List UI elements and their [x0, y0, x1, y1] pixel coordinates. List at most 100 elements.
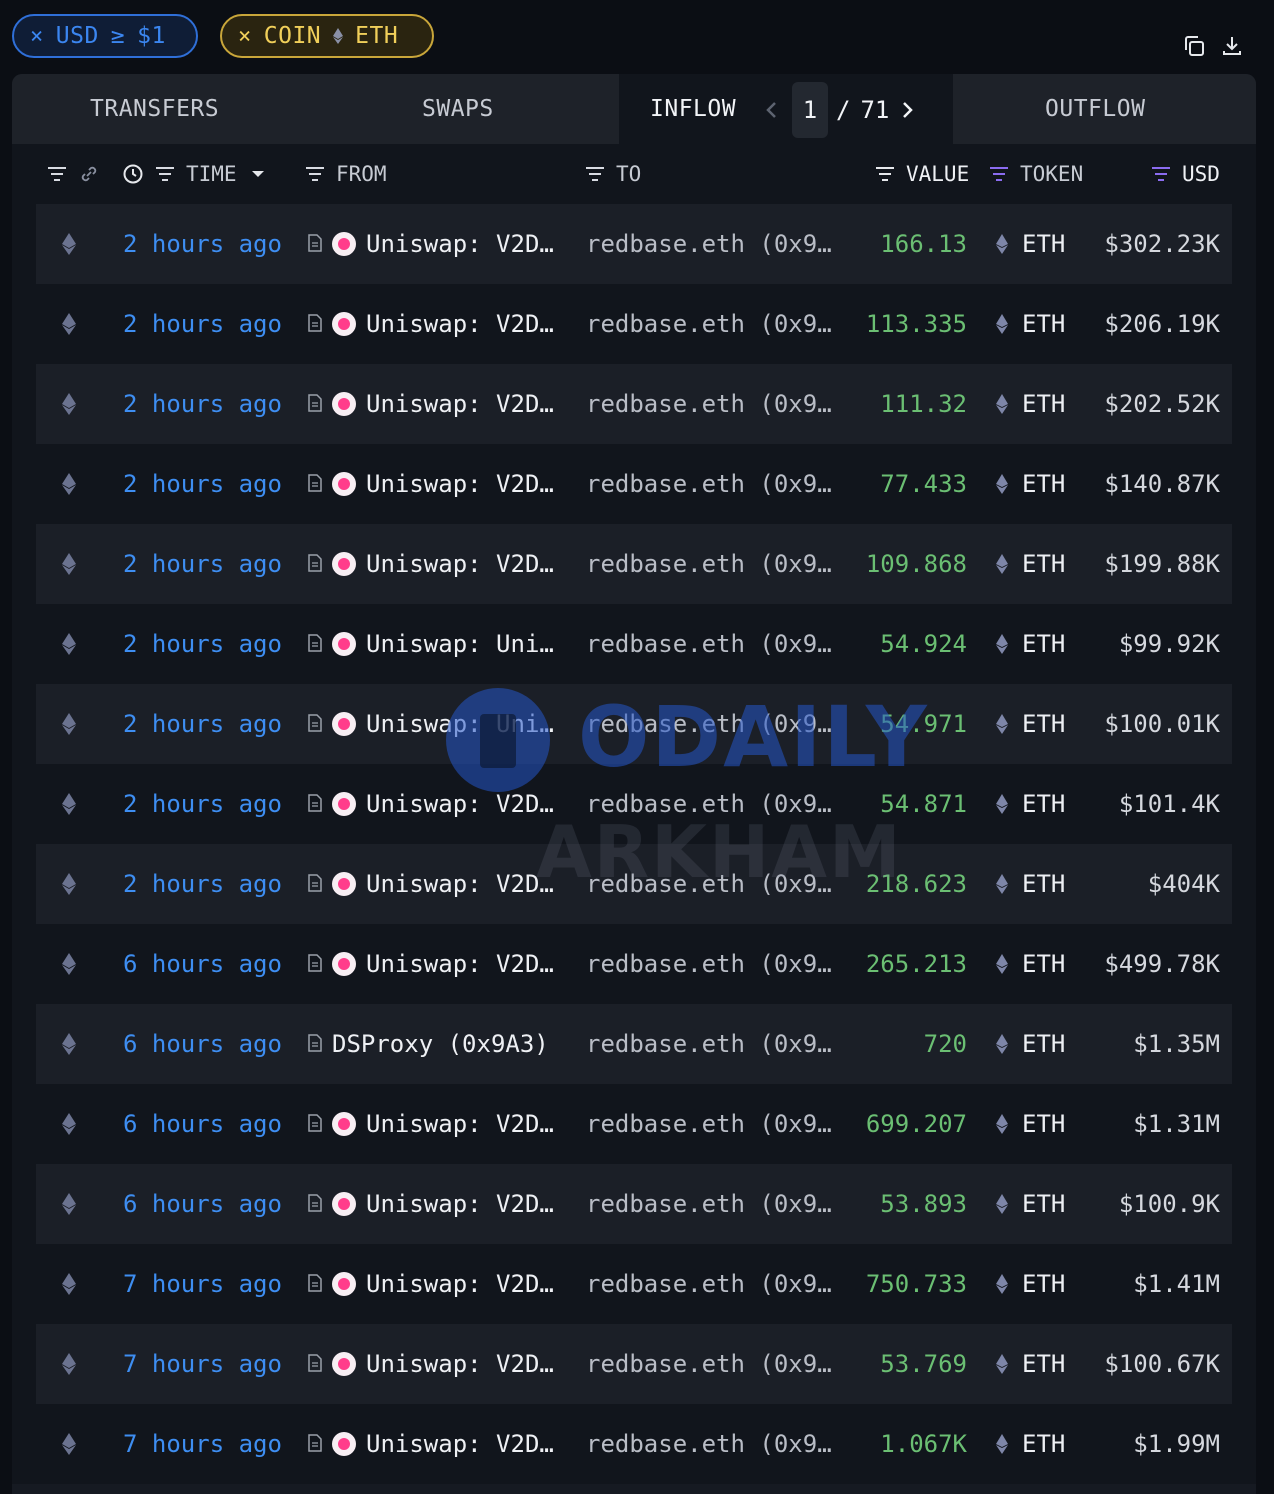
usd-filter-chip[interactable]: × USD ≥ $1 — [12, 14, 198, 58]
time-link[interactable]: 2 hours ago — [123, 230, 282, 258]
filter-icon[interactable] — [46, 163, 68, 185]
table-row[interactable]: 6 hours ago Uniswap: V2D… redbase.eth (0x9… — [36, 1164, 1232, 1244]
from-cell[interactable]: Uniswap: V2D… — [308, 764, 554, 844]
filter-icon[interactable] — [874, 163, 896, 185]
usd-column-header[interactable]: USD — [1150, 144, 1220, 204]
from-cell[interactable]: Uniswap: V2D… — [308, 1324, 554, 1404]
table-row[interactable]: 6 hours ago Uniswap: V2D… redbase.eth (0x9… — [36, 924, 1232, 1004]
to-entity[interactable]: redbase.eth (0x9… — [586, 550, 832, 578]
table-row[interactable]: 2 hours ago Uniswap: V2D… redbase.eth (0x9… — [36, 844, 1232, 924]
token-cell[interactable]: ETH — [996, 1164, 1065, 1244]
table-row[interactable]: 7 hours ago Uniswap: V2D… redbase.eth (0x9… — [36, 1324, 1232, 1404]
to-entity[interactable]: redbase.eth (0x9… — [586, 470, 832, 498]
remove-coin-filter-icon[interactable]: × — [238, 23, 252, 49]
to-entity[interactable]: redbase.eth (0x9… — [586, 1110, 832, 1138]
tab-outflow[interactable]: OUTFLOW — [1045, 96, 1146, 122]
token-cell[interactable]: ETH — [996, 284, 1065, 364]
tab-swaps[interactable]: SWAPS — [422, 96, 494, 122]
from-cell[interactable]: Uniswap: V2D… — [308, 1164, 554, 1244]
time-link[interactable]: 2 hours ago — [123, 790, 282, 818]
table-row[interactable]: 7 hours ago Uniswap: V2D… redbase.eth (0x9… — [36, 1244, 1232, 1324]
token-cell[interactable]: ETH — [996, 1404, 1065, 1484]
token-cell[interactable]: ETH — [996, 204, 1065, 284]
time-link[interactable]: 2 hours ago — [123, 390, 282, 418]
time-link[interactable]: 6 hours ago — [123, 1110, 282, 1138]
time-link[interactable]: 2 hours ago — [123, 310, 282, 338]
time-column-header[interactable]: TIME — [122, 144, 269, 204]
time-link[interactable]: 6 hours ago — [123, 1190, 282, 1218]
chevron-right-icon[interactable] — [897, 98, 917, 122]
token-cell[interactable]: ETH — [996, 1084, 1065, 1164]
time-link[interactable]: 6 hours ago — [123, 1030, 282, 1058]
table-row[interactable]: 2 hours ago Uniswap: V2D… redbase.eth (0x9… — [36, 364, 1232, 444]
from-cell[interactable]: Uniswap: Uni… — [308, 684, 554, 764]
token-cell[interactable]: ETH — [996, 764, 1065, 844]
token-cell[interactable]: ETH — [996, 684, 1065, 764]
to-entity[interactable]: redbase.eth (0x9… — [586, 1190, 832, 1218]
time-link[interactable]: 7 hours ago — [123, 1270, 282, 1298]
to-entity[interactable]: redbase.eth (0x9… — [586, 310, 832, 338]
current-page-input[interactable]: 1 — [792, 82, 828, 138]
from-cell[interactable]: Uniswap: V2D… — [308, 1084, 554, 1164]
from-cell[interactable]: Uniswap: V2D… — [308, 924, 554, 1004]
token-cell[interactable]: ETH — [996, 524, 1065, 604]
to-entity[interactable]: redbase.eth (0x9… — [586, 710, 832, 738]
token-cell[interactable]: ETH — [996, 364, 1065, 444]
filter-icon[interactable] — [154, 163, 176, 185]
from-cell[interactable]: Uniswap: Uni… — [308, 604, 554, 684]
from-cell[interactable]: Uniswap: V2D… — [308, 204, 554, 284]
time-link[interactable]: 7 hours ago — [123, 1350, 282, 1378]
to-entity[interactable]: redbase.eth (0x9… — [586, 1030, 832, 1058]
token-cell[interactable]: ETH — [996, 444, 1065, 524]
token-cell[interactable]: ETH — [996, 1004, 1065, 1084]
to-entity[interactable]: redbase.eth (0x9… — [586, 870, 832, 898]
to-entity[interactable]: redbase.eth (0x9… — [586, 950, 832, 978]
token-cell[interactable]: ETH — [996, 1244, 1065, 1324]
token-cell[interactable]: ETH — [996, 1324, 1065, 1404]
to-entity[interactable]: redbase.eth (0x9… — [586, 790, 832, 818]
download-icon[interactable] — [1220, 34, 1244, 58]
sort-desc-icon[interactable] — [247, 163, 269, 185]
from-cell[interactable]: Uniswap: V2D… — [308, 844, 554, 924]
table-row[interactable]: 6 hours ago Uniswap: V2D… redbase.eth (0x9… — [36, 1084, 1232, 1164]
from-column-header[interactable]: FROM — [304, 144, 387, 204]
table-row[interactable]: 2 hours ago Uniswap: Uni… redbase.eth (0x9… — [36, 684, 1232, 764]
remove-usd-filter-icon[interactable]: × — [30, 23, 44, 49]
copy-icon[interactable] — [1182, 34, 1206, 58]
to-entity[interactable]: redbase.eth (0x9… — [586, 1270, 832, 1298]
table-row[interactable]: 2 hours ago Uniswap: V2D… redbase.eth (0x9… — [36, 444, 1232, 524]
filter-icon-active[interactable] — [1150, 163, 1172, 185]
time-link[interactable]: 7 hours ago — [123, 1430, 282, 1458]
from-cell[interactable]: Uniswap: V2D… — [308, 1244, 554, 1324]
token-cell[interactable]: ETH — [996, 604, 1065, 684]
to-entity[interactable]: redbase.eth (0x9… — [586, 390, 832, 418]
value-column-header[interactable]: VALUE — [874, 144, 969, 204]
table-row[interactable]: 6 hours ago DSProxy (0x9A3) redbase.eth (0… — [36, 1004, 1232, 1084]
to-column-header[interactable]: TO — [584, 144, 641, 204]
table-row[interactable]: 2 hours ago Uniswap: V2D… redbase.eth (0x9… — [36, 764, 1232, 844]
filter-icon[interactable] — [304, 163, 326, 185]
link-icon[interactable] — [78, 163, 100, 185]
time-link[interactable]: 6 hours ago — [123, 950, 282, 978]
filter-icon[interactable] — [584, 163, 606, 185]
chevron-left-icon[interactable] — [762, 98, 782, 122]
to-entity[interactable]: redbase.eth (0x9… — [586, 230, 832, 258]
from-cell[interactable]: DSProxy (0x9A3) — [308, 1004, 549, 1084]
to-entity[interactable]: redbase.eth (0x9… — [586, 1430, 832, 1458]
time-link[interactable]: 2 hours ago — [123, 870, 282, 898]
tab-inflow[interactable]: INFLOW — [650, 96, 737, 122]
from-cell[interactable]: Uniswap: V2D… — [308, 444, 554, 524]
table-row[interactable]: 7 hours ago Uniswap: V2D… redbase.eth (0x9… — [36, 1404, 1232, 1484]
from-cell[interactable]: Uniswap: V2D… — [308, 284, 554, 364]
time-link[interactable]: 2 hours ago — [123, 630, 282, 658]
coin-filter-chip[interactable]: × COIN ETH — [220, 14, 434, 58]
time-link[interactable]: 2 hours ago — [123, 710, 282, 738]
to-entity[interactable]: redbase.eth (0x9… — [586, 630, 832, 658]
tab-transfers[interactable]: TRANSFERS — [90, 96, 220, 122]
from-cell[interactable]: Uniswap: V2D… — [308, 1404, 554, 1484]
from-cell[interactable]: Uniswap: V2D… — [308, 364, 554, 444]
from-cell[interactable]: Uniswap: V2D… — [308, 524, 554, 604]
table-row[interactable]: 2 hours ago Uniswap: V2D… redbase.eth (0x9… — [36, 204, 1232, 284]
time-link[interactable]: 2 hours ago — [123, 550, 282, 578]
to-entity[interactable]: redbase.eth (0x9… — [586, 1350, 832, 1378]
